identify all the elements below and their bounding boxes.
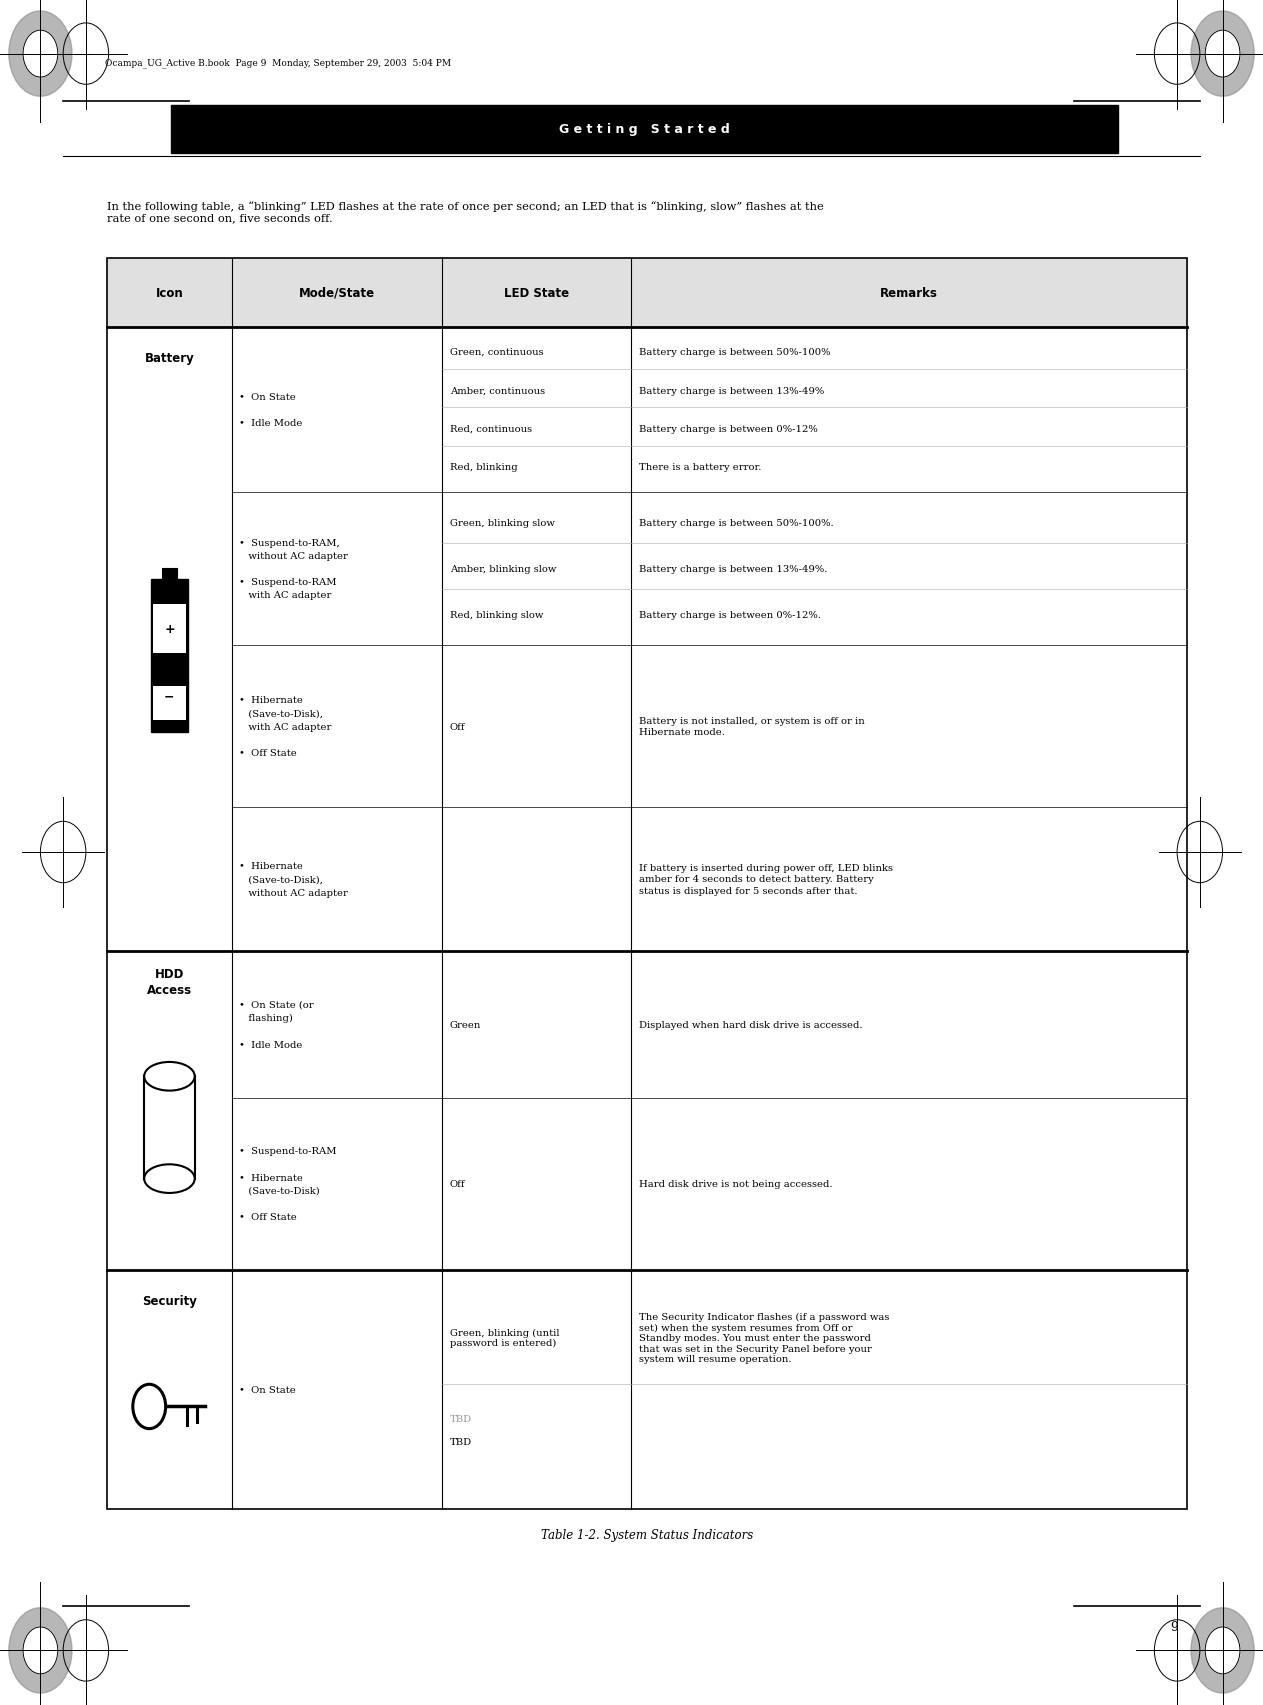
Text: TBD: TBD <box>450 1437 472 1446</box>
Text: Battery charge is between 13%-49%.: Battery charge is between 13%-49%. <box>639 564 827 573</box>
Text: 9: 9 <box>1171 1620 1178 1633</box>
Text: Off: Off <box>450 723 465 731</box>
Circle shape <box>1191 1608 1254 1693</box>
Text: Battery is not installed, or system is off or in
Hibernate mode.: Battery is not installed, or system is o… <box>639 716 864 737</box>
Text: The Security Indicator flashes (if a password was
set) when the system resumes f: The Security Indicator flashes (if a pas… <box>639 1313 889 1362</box>
Circle shape <box>9 12 72 97</box>
Text: LED State: LED State <box>504 286 570 300</box>
Text: Battery charge is between 0%-12%.: Battery charge is between 0%-12%. <box>639 610 821 621</box>
Text: Icon: Icon <box>155 286 183 300</box>
Circle shape <box>9 1608 72 1693</box>
Text: Off: Off <box>450 1180 465 1188</box>
Text: Table 1-2. System Status Indicators: Table 1-2. System Status Indicators <box>541 1528 753 1541</box>
Ellipse shape <box>144 1062 195 1091</box>
Text: Green, blinking (until
password is entered): Green, blinking (until password is enter… <box>450 1328 560 1347</box>
Bar <box>153 687 186 721</box>
Bar <box>107 259 1187 327</box>
Text: Battery charge is between 0%-12%: Battery charge is between 0%-12% <box>639 425 817 433</box>
Text: Mode/State: Mode/State <box>299 286 375 300</box>
Text: Red, continuous: Red, continuous <box>450 425 532 433</box>
Circle shape <box>23 1627 58 1674</box>
Text: Battery: Battery <box>144 351 195 365</box>
Text: There is a battery error.: There is a battery error. <box>639 464 762 472</box>
Text: •  On State

•  Idle Mode: • On State • Idle Mode <box>239 392 303 428</box>
Text: G e t t i n g   S t a r t e d: G e t t i n g S t a r t e d <box>558 123 730 136</box>
Text: •  Suspend-to-RAM,
   without AC adapter

•  Suspend-to-RAM
   with AC adapter: • Suspend-to-RAM, without AC adapter • S… <box>239 539 349 600</box>
Text: HDD
Access: HDD Access <box>147 967 192 996</box>
Text: Ocampa_UG_Active B.book  Page 9  Monday, September 29, 2003  5:04 PM: Ocampa_UG_Active B.book Page 9 Monday, S… <box>105 58 451 68</box>
Bar <box>153 604 186 653</box>
Text: Security: Security <box>141 1294 197 1308</box>
Bar <box>162 569 177 580</box>
Text: Red, blinking slow: Red, blinking slow <box>450 610 543 621</box>
Text: Remarks: Remarks <box>880 286 938 300</box>
Text: Red, blinking: Red, blinking <box>450 464 518 472</box>
Text: •  Hibernate
   (Save-to-Disk),
   with AC adapter

•  Off State: • Hibernate (Save-to-Disk), with AC adap… <box>239 696 331 757</box>
Text: +: + <box>164 622 174 636</box>
Text: Green, blinking slow: Green, blinking slow <box>450 518 554 527</box>
Bar <box>171 106 1118 153</box>
Text: Green, continuous: Green, continuous <box>450 348 543 356</box>
Circle shape <box>1191 12 1254 97</box>
Text: Battery charge is between 50%-100%: Battery charge is between 50%-100% <box>639 348 830 356</box>
Text: Amber, blinking slow: Amber, blinking slow <box>450 564 556 573</box>
Text: TBD: TBD <box>450 1413 472 1422</box>
Text: •  Hibernate
   (Save-to-Disk),
   without AC adapter: • Hibernate (Save-to-Disk), without AC a… <box>239 861 349 897</box>
Text: •  On State: • On State <box>239 1384 296 1395</box>
Text: −: − <box>164 691 174 702</box>
Text: Battery charge is between 50%-100%.: Battery charge is between 50%-100%. <box>639 518 834 527</box>
Text: Green: Green <box>450 1020 481 1030</box>
Circle shape <box>1205 1627 1240 1674</box>
Bar <box>107 259 1187 1509</box>
Bar <box>144 1076 195 1178</box>
Text: In the following table, a “blinking” LED flashes at the rate of once per second;: In the following table, a “blinking” LED… <box>107 201 823 223</box>
Text: Battery charge is between 13%-49%: Battery charge is between 13%-49% <box>639 387 823 396</box>
Bar <box>150 580 188 733</box>
Circle shape <box>23 31 58 78</box>
Text: Amber, continuous: Amber, continuous <box>450 387 544 396</box>
Text: •  Suspend-to-RAM

•  Hibernate
   (Save-to-Disk)

•  Off State: • Suspend-to-RAM • Hibernate (Save-to-Di… <box>239 1147 337 1221</box>
Text: If battery is inserted during power off, LED blinks
amber for 4 seconds to detec: If battery is inserted during power off,… <box>639 863 893 895</box>
Ellipse shape <box>144 1165 195 1194</box>
Circle shape <box>1205 31 1240 78</box>
Text: Displayed when hard disk drive is accessed.: Displayed when hard disk drive is access… <box>639 1020 863 1030</box>
Text: •  On State (or
   flashing)

•  Idle Mode: • On State (or flashing) • Idle Mode <box>239 1001 313 1049</box>
Text: Hard disk drive is not being accessed.: Hard disk drive is not being accessed. <box>639 1180 832 1188</box>
